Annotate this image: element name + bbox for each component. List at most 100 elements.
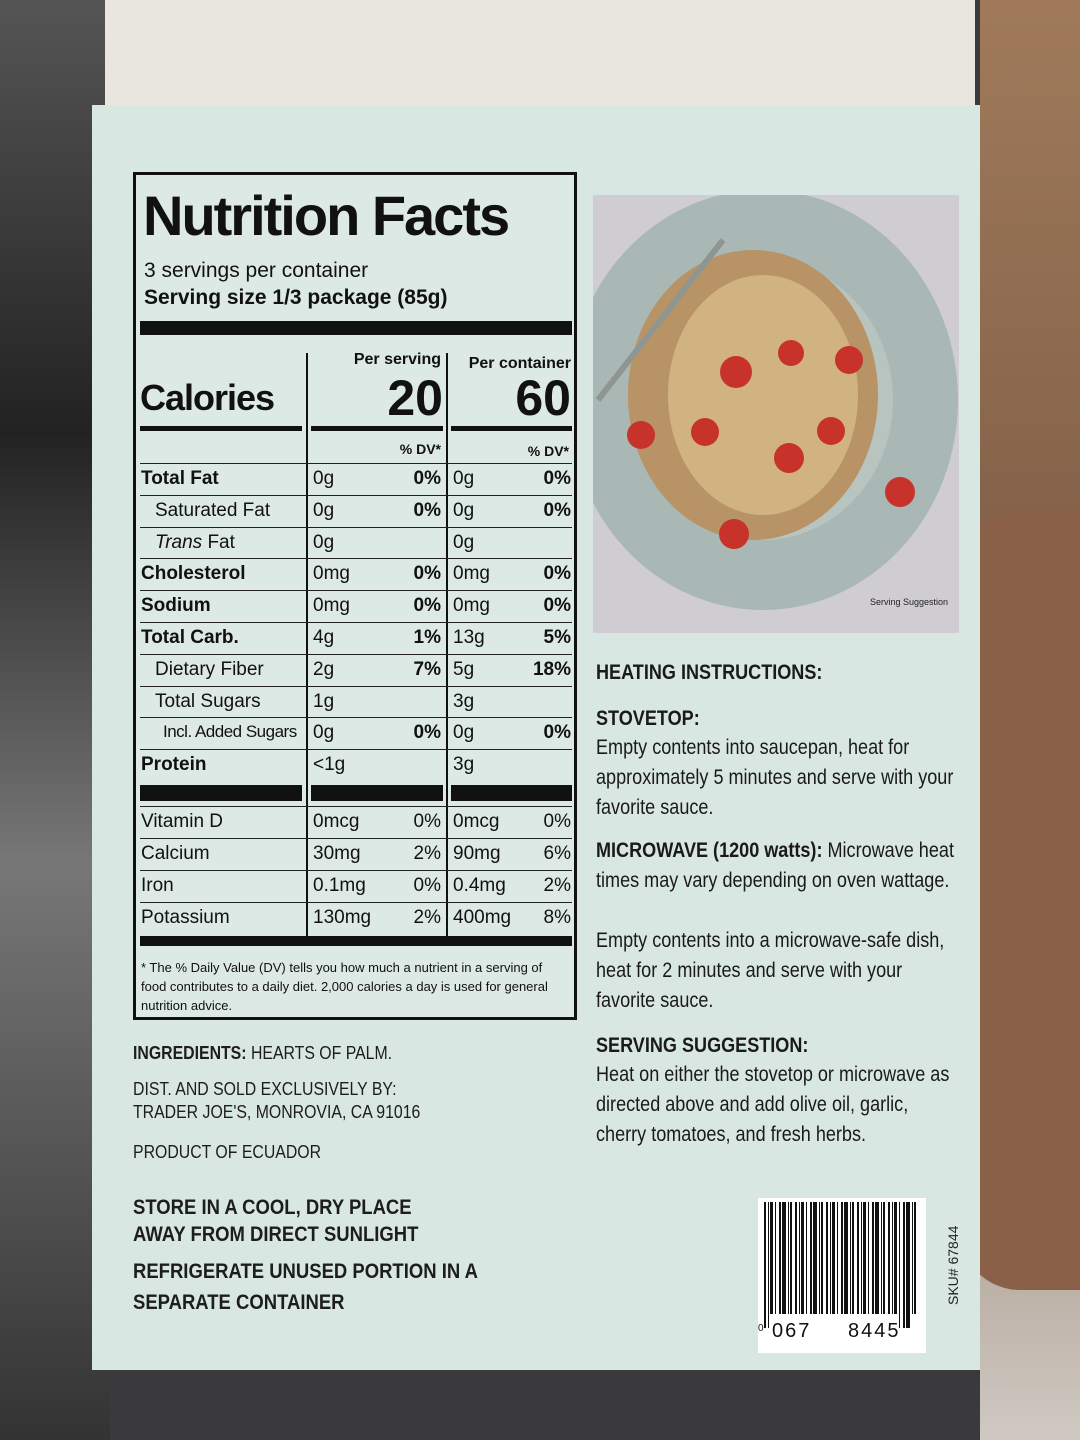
- text: HEARTS OF PALM.: [250, 1043, 393, 1063]
- barcode-bars: [764, 1202, 916, 1328]
- dv: 8%: [543, 907, 571, 928]
- nutrient-name: Total Carb.: [141, 627, 239, 648]
- nutrient-name: Dietary Fiber: [155, 658, 264, 680]
- barcode-bar: [813, 1202, 817, 1314]
- nutrient-name: Sodium: [141, 595, 211, 617]
- nutrient-name: Potassium: [141, 907, 230, 929]
- text: Empty contents into saucepan, heat for a…: [596, 736, 954, 819]
- barcode-bar: [837, 1202, 838, 1314]
- dv: 0%: [543, 722, 571, 744]
- barcode-bar: [844, 1202, 848, 1314]
- rule: [140, 321, 572, 335]
- dv: 7%: [413, 658, 441, 680]
- dv: 2%: [543, 875, 571, 896]
- barcode-bar: [857, 1202, 859, 1314]
- barcode-bar: [841, 1202, 843, 1314]
- barcode-bar: [764, 1202, 766, 1328]
- row-rule: [140, 870, 572, 871]
- heading: SERVING SUGGESTION:: [596, 1034, 809, 1057]
- row-rule: [140, 463, 572, 464]
- barcode-bar: [830, 1202, 831, 1314]
- amount: 30mg: [313, 843, 361, 864]
- row-rule: [140, 558, 572, 560]
- row-rule: [140, 622, 572, 623]
- barcode-digits: 8445: [848, 1320, 901, 1342]
- row-rule: [140, 653, 572, 655]
- amount: 0mcg: [313, 811, 360, 832]
- text: Empty contents into a microwave-safe dis…: [596, 929, 945, 1012]
- barcode-bar: [903, 1202, 905, 1328]
- dv: 2%: [413, 907, 441, 928]
- barcode-bar: [881, 1202, 882, 1314]
- fork: [595, 238, 726, 402]
- heading: HEATING INSTRUCTIONS:: [596, 661, 823, 684]
- barcode-bar: [906, 1202, 910, 1328]
- nutrient-name: Fat: [207, 531, 235, 553]
- text: TRADER JOE'S, MONROVIA, CA 91016: [133, 1102, 421, 1122]
- nutrient-name: Potassium: [141, 907, 230, 928]
- dv: 0%: [413, 563, 441, 585]
- barcode-bar: [899, 1202, 900, 1328]
- barcode-bar: [863, 1202, 866, 1314]
- barcode-bar: [888, 1202, 890, 1314]
- dv: 0%: [543, 468, 571, 489]
- nutrient-name: Total Sugars: [155, 690, 261, 712]
- row-rule: [140, 494, 572, 496]
- column-divider: [306, 353, 308, 936]
- barcode-bar: [892, 1202, 893, 1314]
- heading: MICROWAVE (1200 watts):: [596, 839, 823, 862]
- dv: 0%: [413, 722, 441, 744]
- serving-photo: Serving Suggestion: [593, 195, 959, 633]
- calories: 60: [515, 370, 571, 426]
- dv: 0%: [543, 563, 571, 585]
- text: STORE IN A COOL, DRY PLACE: [133, 1196, 412, 1219]
- dv: 5%: [543, 627, 571, 648]
- amount: 0mg: [313, 595, 350, 617]
- amount: 5g: [453, 658, 475, 680]
- barcode-bar: [790, 1202, 792, 1314]
- amount: 0g: [313, 468, 335, 489]
- amount: 1g: [313, 690, 335, 712]
- barcode-bar: [806, 1202, 807, 1314]
- nutrient-name: Iron: [141, 875, 174, 896]
- nutrient-name: Protein: [141, 754, 207, 776]
- barcode-bar: [894, 1202, 897, 1314]
- nutrient-name: Vitamin D: [141, 811, 223, 833]
- barcode-bar: [872, 1202, 874, 1314]
- text: REFRIGERATE UNUSED PORTION IN A: [133, 1260, 478, 1283]
- label: INGREDIENTS:: [133, 1043, 247, 1063]
- barcode-digits: 067: [772, 1320, 812, 1342]
- nutrient-name: Incl. Added Sugars: [163, 722, 297, 742]
- tomatoes: [627, 340, 915, 549]
- barcode-bar: [875, 1202, 879, 1314]
- nutrient-name: Trans: [155, 531, 203, 553]
- serving-size: Serving size 1/3 package (85g): [144, 286, 448, 309]
- barcode: 0 067 8445: [758, 1198, 926, 1353]
- pasta: [668, 275, 858, 515]
- nutrient-name: Calcium: [141, 843, 210, 864]
- text: SEPARATE CONTAINER: [133, 1291, 345, 1314]
- amount: 0mg: [313, 563, 350, 585]
- nutrient-name: Saturated Fat: [155, 499, 271, 521]
- row-rule: [140, 685, 572, 687]
- dv-header: % DV*: [399, 441, 441, 457]
- barcode-digit: 0: [758, 1323, 764, 1334]
- rule: [140, 936, 572, 946]
- rule: [140, 426, 302, 431]
- barcode-bar: [768, 1202, 769, 1328]
- amount: 0.4mg: [453, 875, 506, 896]
- dv: 2%: [413, 843, 441, 864]
- barcode-bar: [801, 1202, 804, 1314]
- barcode-bar: [821, 1202, 823, 1314]
- rule: [451, 426, 572, 431]
- title: Nutrition Facts: [143, 184, 510, 247]
- text: DIST. AND SOLD EXCLUSIVELY BY:: [133, 1079, 397, 1099]
- amount: 13g: [453, 627, 485, 648]
- barcode-bar: [861, 1202, 862, 1314]
- nutrition-facts: Nutrition Facts 3 servings per container S…: [133, 172, 577, 1020]
- footnote: * The % Daily Value (DV) tells you how m…: [141, 960, 548, 1013]
- text: AWAY FROM DIRECT SUNLIGHT: [133, 1223, 419, 1246]
- row-rule: [140, 526, 572, 528]
- barcode-bar: [795, 1202, 797, 1314]
